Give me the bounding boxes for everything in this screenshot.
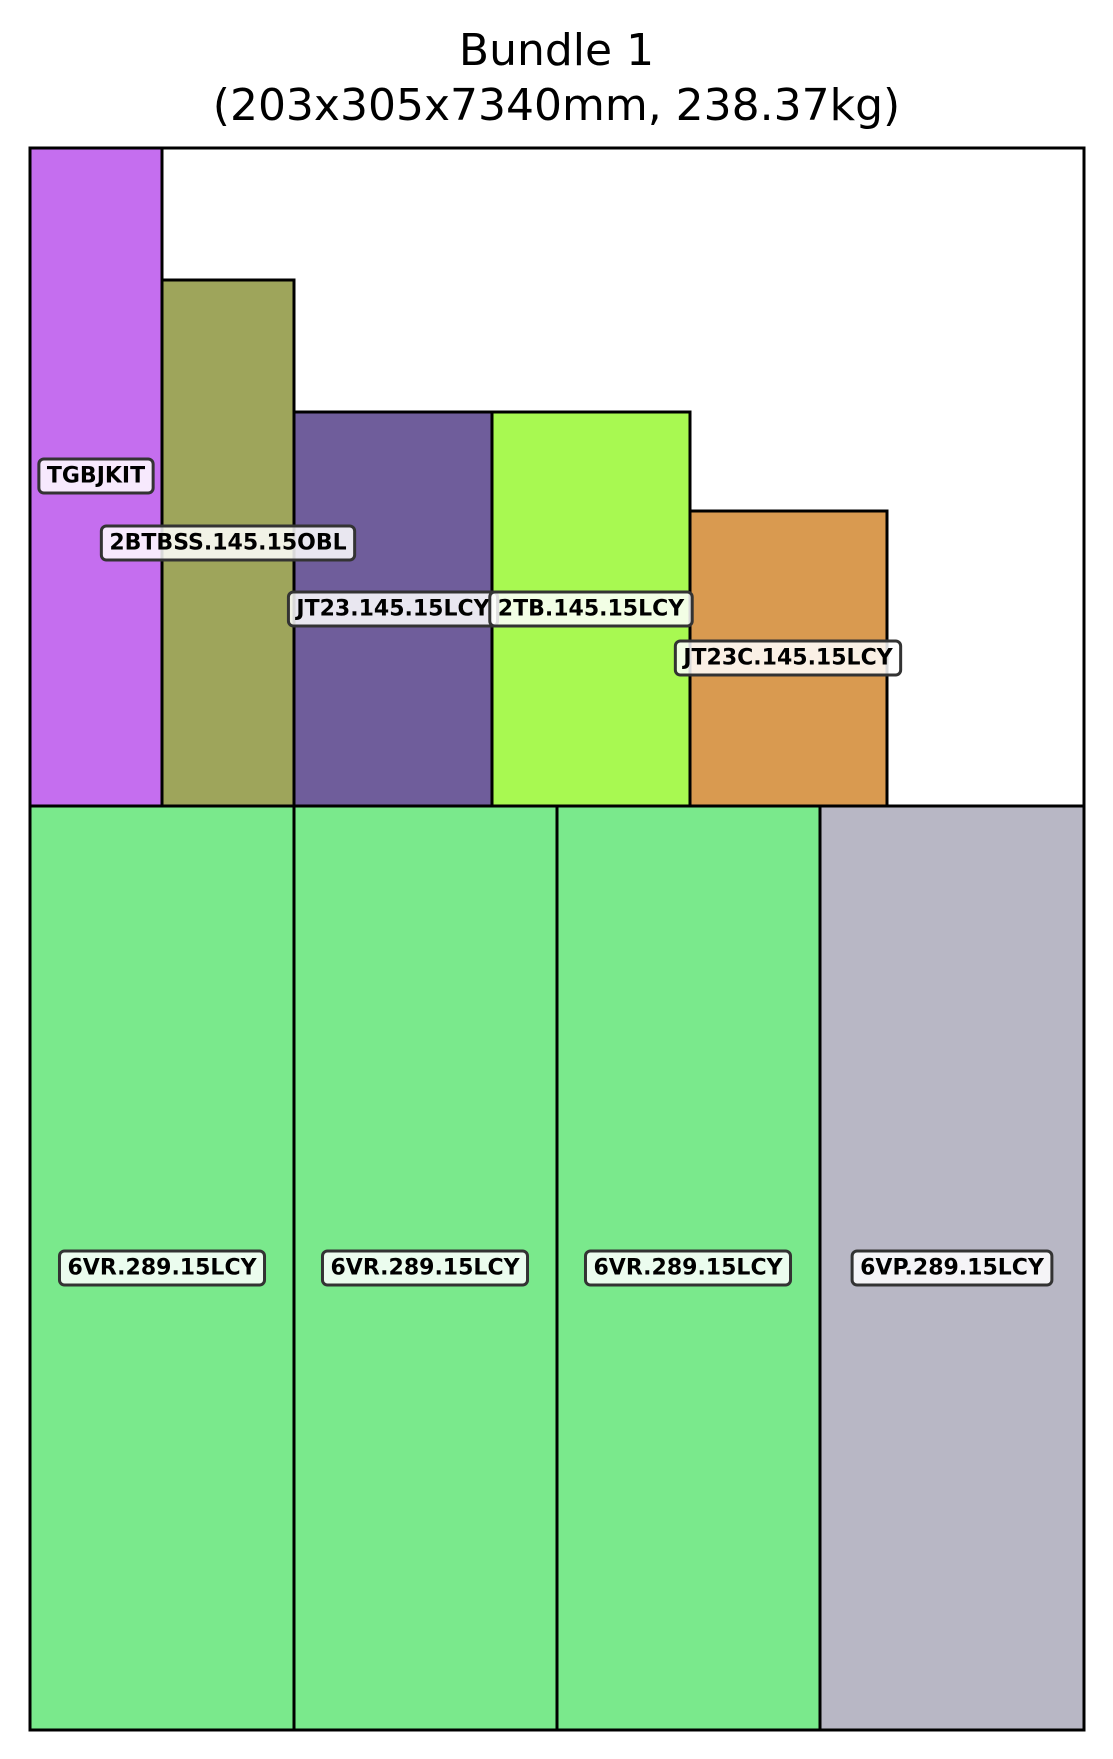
piece-label: 6VR.289.15LCY (57, 1249, 267, 1287)
piece-label-text: 6VR.289.15LCY (67, 1256, 257, 1281)
piece-label-box (37, 457, 155, 495)
diagram-title: Bundle 1 (458, 25, 655, 76)
piece-label: 2TB.145.15LCY (488, 590, 694, 628)
piece-label-text: 2BTBSS.145.15OBL (109, 531, 346, 556)
piece-label: JT23C.145.15LCY (673, 639, 903, 677)
piece-label-text: 6VR.289.15LCY (593, 1256, 783, 1281)
piece-label-box (673, 639, 903, 677)
piece-label: 6VP.289.15LCY (850, 1249, 1054, 1287)
piece-label-text: 6VP.289.15LCY (860, 1256, 1045, 1281)
piece-label: 2BTBSS.145.15OBL (99, 524, 357, 562)
piece-label-box (57, 1249, 267, 1287)
piece-label: 6VR.289.15LCY (320, 1249, 530, 1287)
piece-label: 6VR.289.15LCY (583, 1249, 793, 1287)
piece-label: TGBJKIT (37, 457, 155, 495)
piece-label-box (850, 1249, 1054, 1287)
piece-label-text: 6VR.289.15LCY (330, 1256, 520, 1281)
piece-label-box (320, 1249, 530, 1287)
piece-label-text: 2TB.145.15LCY (498, 597, 686, 622)
piece-label-box (583, 1249, 793, 1287)
piece-label-text: JT23.145.15LCY (294, 597, 490, 622)
labels-layer: TGBJKIT 2BTBSS.145.15OBL JT23.145.15LCY … (37, 457, 1054, 1287)
piece-label-text: JT23C.145.15LCY (681, 646, 893, 671)
diagram-subtitle: (203x305x7340mm, 238.37kg) (212, 80, 901, 131)
piece-label-box (488, 590, 694, 628)
piece-label-box (99, 524, 357, 562)
piece-label-text: TGBJKIT (47, 464, 145, 489)
piece-label: JT23.145.15LCY (286, 590, 500, 628)
